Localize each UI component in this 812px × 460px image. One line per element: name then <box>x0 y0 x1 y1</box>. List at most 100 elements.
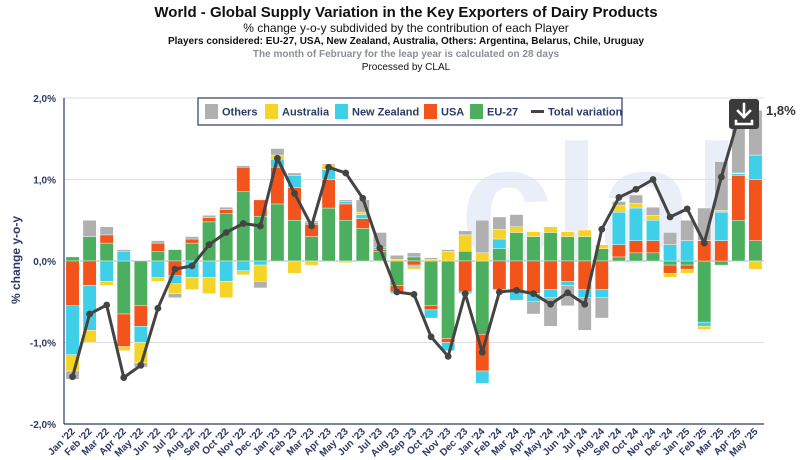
total-variation-point <box>717 173 725 181</box>
leap-year-note: The month of February for the leap year … <box>252 49 560 60</box>
credit-note: Processed by CLAL <box>361 62 451 73</box>
bar-eu-27 <box>424 260 438 307</box>
bar-australia <box>304 260 319 266</box>
total-variation-point <box>171 265 179 273</box>
bar-australia <box>458 234 473 252</box>
axes <box>63 98 764 425</box>
bar-new-zealand <box>219 260 234 282</box>
bar-australia <box>338 260 353 263</box>
bar-eu-27 <box>65 256 80 262</box>
bar-new-zealand <box>236 260 251 271</box>
total-variation-point <box>359 194 367 202</box>
total-variation-point <box>666 213 674 221</box>
bar-others <box>424 257 438 260</box>
bar-usa <box>543 260 558 290</box>
bar-others <box>185 236 199 240</box>
bar-australia <box>168 283 182 294</box>
bar-australia <box>543 226 558 233</box>
total-variation-point <box>478 348 486 356</box>
bar-others <box>407 252 421 258</box>
bar-eu-27 <box>714 260 729 266</box>
bar-new-zealand <box>492 238 507 249</box>
download-button[interactable] <box>729 99 759 129</box>
total-variation-point <box>376 244 384 252</box>
legend-label-eu-27: EU-27 <box>487 107 518 119</box>
legend-label-others: Others <box>222 107 257 119</box>
bar-others <box>253 281 268 289</box>
total-variation-point <box>325 163 333 171</box>
bar-eu-27 <box>543 232 558 262</box>
bar-eu-27 <box>287 220 302 262</box>
bar-eu-27 <box>629 252 643 262</box>
bar-new-zealand <box>560 281 575 286</box>
bar-australia <box>185 277 199 290</box>
legend-label-new-zealand: New Zealand <box>352 107 419 119</box>
bar-new-zealand <box>133 326 148 343</box>
download-icon[interactable] <box>734 102 754 126</box>
bar-australia <box>697 326 712 330</box>
bar-new-zealand <box>407 264 421 267</box>
bar-new-zealand <box>663 244 677 262</box>
total-variation-point <box>393 288 401 296</box>
y-tick-labels: 2,0% 1,0% 0,0% -1,0% -2,0% <box>30 94 56 431</box>
bar-australia <box>253 264 268 282</box>
bar-new-zealand <box>202 260 216 278</box>
bar-usa <box>151 242 165 252</box>
bar-australia <box>475 252 490 262</box>
bar-eu-27 <box>151 251 165 262</box>
total-variation-point <box>461 290 469 297</box>
total-variation-point <box>632 185 640 193</box>
total-variation-point <box>239 220 247 227</box>
total-variation-point <box>581 300 589 308</box>
total-variation-point <box>683 205 691 213</box>
bar-usa <box>594 260 609 290</box>
y-tick-label: -2,0% <box>30 420 56 431</box>
bar-australia <box>663 273 677 278</box>
bar-australia <box>492 229 507 240</box>
chart-title: World - Global Supply Variation in the K… <box>154 4 658 21</box>
legend-label-usa: USA <box>441 107 464 119</box>
bar-eu-27 <box>116 260 131 315</box>
bar-usa <box>219 209 234 214</box>
legend-swatch-others <box>205 104 218 119</box>
total-variation-point <box>222 229 230 236</box>
bar-eu-27 <box>731 220 746 262</box>
end-value-label: 1,8% <box>766 103 796 118</box>
total-variation-point <box>154 304 162 312</box>
bar-eu-27 <box>99 242 114 262</box>
bar-australia <box>424 259 438 262</box>
bar-new-zealand <box>646 220 660 241</box>
bar-others <box>714 161 729 211</box>
bar-australia <box>407 266 421 270</box>
bar-eu-27 <box>458 251 473 262</box>
bar-usa <box>646 240 660 254</box>
bar-others <box>116 249 131 252</box>
total-variation-point <box>342 169 350 177</box>
bar-australia <box>236 270 251 276</box>
bar-usa <box>424 305 438 311</box>
bar-others <box>594 297 609 319</box>
bar-others <box>441 249 456 252</box>
bar-usa <box>236 167 251 192</box>
total-variation-point <box>649 176 657 183</box>
bar-usa <box>492 260 507 290</box>
bar-eu-27 <box>304 236 319 262</box>
bar-new-zealand <box>714 211 729 241</box>
bar-usa <box>612 244 626 258</box>
bar-usa <box>663 264 677 274</box>
bar-usa <box>133 305 148 327</box>
bar-eu-27 <box>168 249 182 262</box>
bar-eu-27 <box>680 260 695 266</box>
bar-others <box>168 293 182 298</box>
bar-australia <box>714 210 729 213</box>
bar-eu-27 <box>407 256 421 262</box>
bar-eu-27 <box>475 260 490 335</box>
bar-others <box>612 201 626 206</box>
bar-others <box>202 215 216 219</box>
bar-new-zealand <box>475 370 490 384</box>
bar-usa <box>355 218 370 229</box>
bar-others <box>526 301 541 315</box>
total-variation-point <box>205 241 213 249</box>
bar-eu-27 <box>338 220 353 262</box>
bar-new-zealand <box>697 321 712 327</box>
